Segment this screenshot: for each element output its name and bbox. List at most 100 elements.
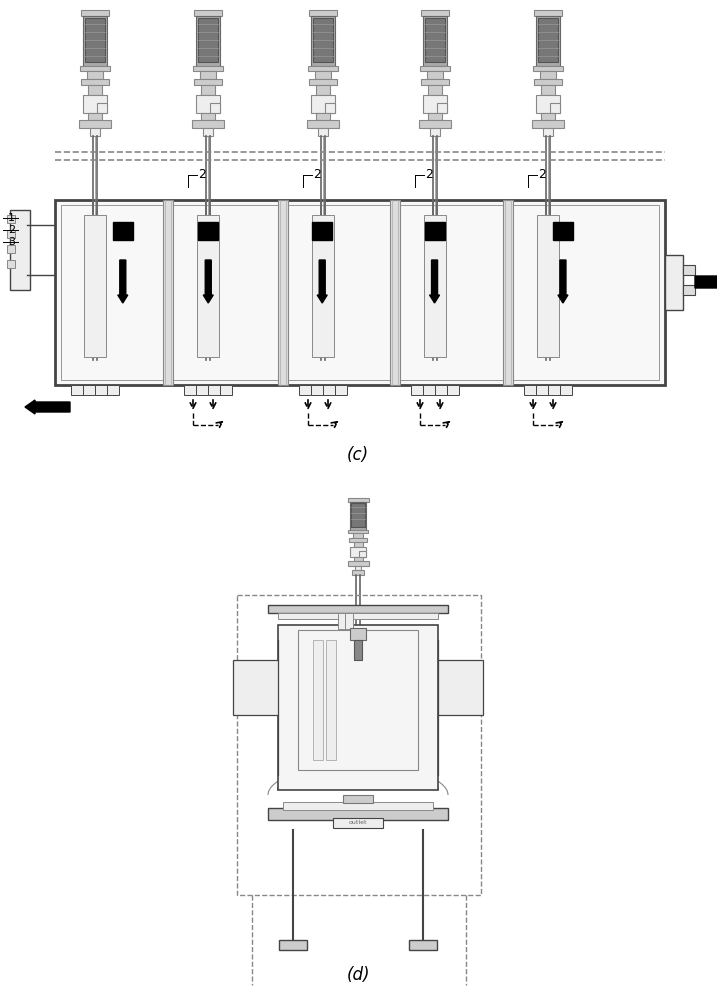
Bar bbox=[315, 71, 331, 79]
Bar bbox=[333, 818, 383, 828]
Bar bbox=[237, 595, 481, 895]
Bar bbox=[358, 550, 366, 557]
Bar bbox=[425, 18, 445, 62]
FancyArrow shape bbox=[25, 400, 70, 414]
Bar bbox=[540, 71, 556, 79]
Bar bbox=[543, 128, 553, 136]
Bar bbox=[184, 385, 196, 395]
Bar bbox=[193, 66, 223, 71]
Bar bbox=[83, 16, 107, 66]
Bar bbox=[537, 215, 559, 357]
Bar bbox=[435, 385, 447, 395]
Bar bbox=[390, 200, 400, 385]
Bar bbox=[421, 79, 449, 85]
Bar bbox=[550, 103, 560, 113]
Bar bbox=[338, 613, 346, 629]
Bar bbox=[423, 16, 447, 66]
Bar bbox=[79, 120, 111, 128]
Bar bbox=[424, 215, 446, 357]
Bar bbox=[536, 95, 560, 113]
Bar bbox=[278, 613, 438, 619]
Bar bbox=[428, 113, 442, 120]
Bar bbox=[421, 10, 449, 16]
Bar bbox=[203, 128, 213, 136]
Bar bbox=[424, 222, 445, 240]
Bar bbox=[420, 66, 450, 71]
Bar bbox=[534, 10, 562, 16]
Bar bbox=[309, 79, 337, 85]
Bar bbox=[348, 561, 369, 566]
Bar bbox=[196, 385, 208, 395]
Bar bbox=[353, 533, 364, 538]
Bar bbox=[354, 640, 362, 660]
Bar bbox=[196, 16, 220, 66]
Bar bbox=[85, 18, 105, 62]
Bar bbox=[423, 95, 447, 113]
Bar bbox=[326, 640, 336, 760]
Bar bbox=[311, 95, 335, 113]
Bar bbox=[428, 85, 442, 95]
Bar bbox=[350, 502, 366, 530]
Bar bbox=[548, 385, 560, 395]
FancyArrow shape bbox=[558, 260, 568, 303]
Text: 2: 2 bbox=[538, 168, 546, 182]
Bar bbox=[447, 385, 459, 395]
Bar bbox=[541, 85, 555, 95]
Bar bbox=[55, 200, 665, 385]
Bar bbox=[299, 385, 311, 395]
Bar bbox=[87, 71, 103, 79]
Bar bbox=[83, 385, 95, 395]
Text: 3: 3 bbox=[8, 237, 15, 247]
Bar bbox=[348, 530, 368, 533]
Bar bbox=[278, 625, 438, 790]
Bar bbox=[268, 605, 448, 613]
Bar bbox=[683, 265, 695, 275]
Bar bbox=[311, 385, 323, 395]
Bar bbox=[233, 660, 278, 715]
Bar bbox=[536, 16, 560, 66]
Bar bbox=[7, 260, 15, 268]
Text: 1: 1 bbox=[8, 213, 15, 223]
Bar bbox=[61, 205, 659, 380]
Text: 2: 2 bbox=[198, 168, 206, 182]
Bar bbox=[283, 802, 433, 810]
Bar bbox=[313, 18, 333, 62]
Bar bbox=[437, 103, 447, 113]
Bar bbox=[90, 128, 100, 136]
Bar bbox=[80, 66, 110, 71]
Bar bbox=[316, 85, 330, 95]
Bar bbox=[298, 630, 418, 770]
FancyArrow shape bbox=[695, 273, 717, 291]
Bar bbox=[192, 120, 224, 128]
Text: 2: 2 bbox=[8, 225, 15, 235]
Bar bbox=[532, 120, 564, 128]
Bar bbox=[208, 385, 220, 395]
Bar bbox=[210, 103, 220, 113]
Bar bbox=[538, 18, 558, 62]
Bar bbox=[325, 103, 335, 113]
Bar bbox=[201, 85, 215, 95]
Bar bbox=[560, 385, 572, 395]
Bar bbox=[88, 113, 102, 120]
Bar bbox=[313, 640, 323, 760]
Bar bbox=[352, 570, 364, 574]
Bar bbox=[427, 71, 443, 79]
Bar bbox=[107, 385, 119, 395]
Bar bbox=[71, 385, 83, 395]
Bar bbox=[196, 95, 220, 113]
Bar bbox=[194, 79, 222, 85]
Bar bbox=[318, 128, 328, 136]
Bar bbox=[351, 503, 365, 527]
Bar bbox=[430, 128, 440, 136]
FancyArrow shape bbox=[317, 260, 327, 303]
Bar bbox=[534, 79, 562, 85]
Text: 2: 2 bbox=[313, 168, 321, 182]
Bar bbox=[323, 385, 335, 395]
Bar bbox=[335, 385, 347, 395]
Bar bbox=[198, 18, 218, 62]
Bar bbox=[553, 222, 573, 240]
Bar bbox=[95, 385, 107, 395]
Bar bbox=[81, 10, 109, 16]
Bar bbox=[198, 222, 218, 240]
FancyArrow shape bbox=[203, 260, 213, 303]
